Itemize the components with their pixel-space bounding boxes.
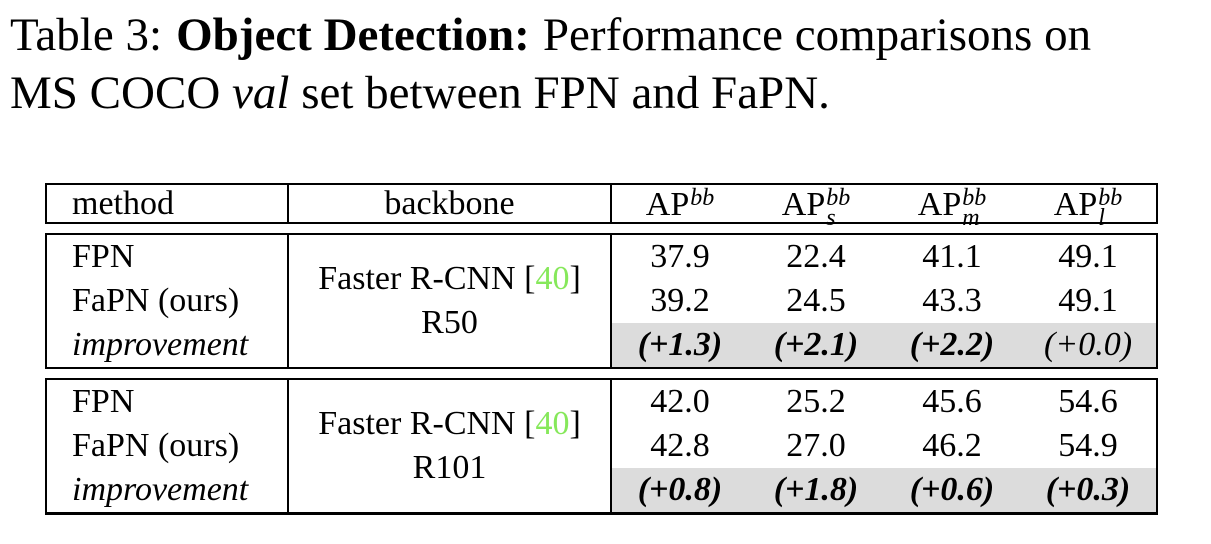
- backbone-text: Faster R-CNN [: [318, 260, 536, 297]
- method-fpn: FPN: [72, 383, 135, 420]
- improvement-cell: (+1.3): [612, 323, 748, 367]
- backbone-text: Faster R-CNN [: [318, 405, 536, 442]
- method-column: FPN FaPN (ours) improvement: [47, 235, 289, 367]
- values-grid-r101: 42.0 25.2 45.6 54.6 42.8 27.0 46.2 54.9 …: [612, 380, 1156, 512]
- value-cell: 49.1: [1058, 282, 1118, 319]
- improvement-cell: (+2.2): [884, 323, 1020, 367]
- backbone-text: ]: [569, 405, 581, 442]
- citation-40: 40: [535, 260, 570, 297]
- backbone-line-1: Faster R-CNN [40]: [318, 402, 581, 446]
- value-cell: 25.2: [786, 383, 846, 420]
- table-block-r101: FPN FaPN (ours) improvement Faster R-CNN…: [45, 378, 1158, 515]
- caption-line1-rest: Performance comparisons on: [542, 9, 1092, 61]
- ap-supsub: bb s: [826, 185, 851, 231]
- caption-prefix: Table 3:: [10, 9, 163, 61]
- improvement-cell: (+2.1): [748, 323, 884, 367]
- improvement-cell: (+0.8): [612, 468, 748, 512]
- backbone-cell-r50: Faster R-CNN [40] R50: [289, 235, 612, 367]
- backbone-line-1: Faster R-CNN [40]: [318, 257, 581, 301]
- citation-40: 40: [535, 405, 570, 442]
- header-backbone: backbone: [289, 185, 612, 222]
- ap-base: AP: [1053, 186, 1098, 223]
- backbone-line-2: R50: [421, 304, 478, 341]
- value-cell: 54.9: [1058, 427, 1118, 464]
- backbone-cell-r101: Faster R-CNN [40] R101: [289, 380, 612, 512]
- method-column: FPN FaPN (ours) improvement: [47, 380, 289, 512]
- value-cell: 45.6: [922, 383, 982, 420]
- ap-sub: l: [1098, 205, 1105, 231]
- ap-base: AP: [917, 186, 962, 223]
- header-ap-bb: AP bb: [612, 185, 748, 225]
- ap-sub: s: [826, 205, 836, 231]
- method-improvement: improvement: [72, 326, 249, 363]
- table-caption: Table 3: Object Detection: Performance com…: [10, 6, 1091, 122]
- value-cell: 42.8: [650, 427, 710, 464]
- value-cell: 43.3: [922, 282, 982, 319]
- backbone-line-2: R101: [412, 449, 487, 486]
- backbone-text: ]: [569, 260, 581, 297]
- header-method: method: [47, 185, 289, 222]
- method-fapn: FaPN (ours): [72, 427, 240, 464]
- ap-supsub: bb: [690, 185, 715, 228]
- table-header-row: method backbone AP bb AP bb s AP bb m AP bb l: [45, 183, 1158, 231]
- ap-base: AP: [781, 186, 826, 223]
- method-fapn: FaPN (ours): [72, 282, 240, 319]
- improvement-cell: (+0.0): [1020, 323, 1156, 367]
- value-cell: 27.0: [786, 427, 846, 464]
- caption-line-2: MS COCO val set between FPN and FaPN.: [10, 64, 1091, 122]
- value-cell: 39.2: [650, 282, 710, 319]
- values-grid-r50: 37.9 22.4 41.1 49.1 39.2 24.5 43.3 49.1 …: [612, 235, 1156, 367]
- ap-supsub: bb m: [962, 185, 987, 231]
- value-cell: 24.5: [786, 282, 846, 319]
- header-ap-m: AP bb m: [884, 185, 1020, 231]
- value-cell: 41.1: [922, 238, 982, 275]
- results-table: method backbone AP bb AP bb s AP bb m AP bb l F…: [45, 183, 1158, 515]
- caption-line2-post: set between FPN and FaPN.: [301, 67, 830, 119]
- ap-sup: bb: [1098, 185, 1123, 211]
- value-cell: 22.4: [786, 238, 846, 275]
- ap-supsub: bb l: [1098, 185, 1123, 231]
- value-cell: 46.2: [922, 427, 982, 464]
- improvement-cell: (+1.8): [748, 468, 884, 512]
- header-ap-s: AP bb s: [748, 185, 884, 231]
- value-cell: 37.9: [650, 238, 710, 275]
- header-ap-columns: AP bb AP bb s AP bb m AP bb l: [612, 185, 1156, 231]
- table-block-r50: FPN FaPN (ours) improvement Faster R-CNN…: [45, 233, 1158, 369]
- caption-line-1: Table 3: Object Detection: Performance com…: [10, 6, 1091, 64]
- value-cell: 49.1: [1058, 238, 1118, 275]
- ap-sup: bb: [826, 185, 851, 211]
- improvement-cell: (+0.6): [884, 468, 1020, 512]
- improvement-cell: (+0.3): [1020, 468, 1156, 512]
- value-cell: 54.6: [1058, 383, 1118, 420]
- ap-sup: bb: [962, 185, 987, 211]
- header-ap-l: AP bb l: [1020, 185, 1156, 231]
- ap-base: AP: [645, 186, 690, 223]
- caption-val-italic: val: [232, 67, 290, 119]
- value-cell: 42.0: [650, 383, 710, 420]
- ap-sub: m: [962, 205, 980, 231]
- method-improvement: improvement: [72, 471, 249, 508]
- caption-line2-pre: MS COCO: [10, 67, 221, 119]
- ap-sup: bb: [690, 185, 715, 211]
- caption-title-bold: Object Detection:: [176, 9, 530, 61]
- method-fpn: FPN: [72, 238, 135, 275]
